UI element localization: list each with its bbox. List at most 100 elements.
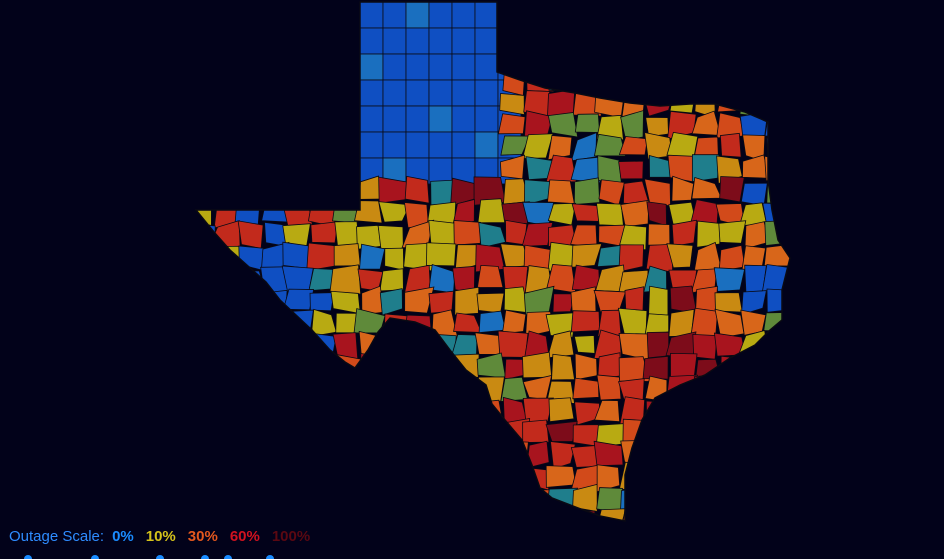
- county: [359, 53, 384, 81]
- county: [497, 113, 526, 135]
- county: [767, 419, 790, 445]
- county: [546, 330, 575, 359]
- county: [647, 223, 671, 246]
- county: [762, 511, 790, 521]
- county: [332, 198, 359, 224]
- county: [333, 243, 361, 267]
- county: [283, 439, 315, 471]
- county: [618, 136, 648, 156]
- county: [432, 485, 458, 512]
- county: [786, 88, 790, 117]
- county: [382, 53, 407, 81]
- county: [196, 287, 215, 310]
- county: [331, 487, 360, 512]
- county: [522, 133, 554, 160]
- county: [596, 202, 624, 227]
- county: [196, 264, 214, 291]
- county: [359, 79, 384, 107]
- county: [234, 353, 266, 381]
- county: [477, 198, 507, 224]
- county: [428, 79, 453, 107]
- county: [235, 373, 265, 400]
- county: [329, 264, 362, 295]
- county: [526, 467, 550, 491]
- county: [478, 418, 506, 446]
- county: [763, 88, 789, 116]
- county: [379, 268, 404, 292]
- county: [690, 510, 721, 521]
- county: [196, 442, 217, 466]
- county: [474, 27, 499, 55]
- county: [764, 441, 789, 468]
- county-grid: [196, 2, 818, 521]
- county: [789, 180, 790, 205]
- county: [402, 399, 434, 424]
- partial-dot: [266, 555, 274, 559]
- county: [359, 131, 384, 159]
- county: [764, 400, 790, 425]
- county: [476, 264, 504, 288]
- county: [449, 397, 482, 424]
- county: [449, 353, 480, 380]
- county: [641, 506, 670, 521]
- county: [310, 221, 339, 244]
- outage-scale-legend: Outage Scale: 0% 10% 30% 60% 100%: [9, 524, 322, 548]
- county: [716, 398, 745, 424]
- county: [665, 374, 698, 400]
- county: [309, 484, 336, 512]
- county: [763, 244, 790, 267]
- county: [329, 418, 361, 445]
- county: [689, 486, 719, 513]
- county: [426, 446, 457, 470]
- county: [522, 419, 550, 443]
- county: [216, 417, 239, 449]
- county: [237, 400, 265, 425]
- county: [283, 329, 313, 359]
- county: [305, 467, 336, 489]
- county: [453, 374, 481, 403]
- county: [572, 483, 598, 513]
- county: [384, 247, 405, 271]
- county: [788, 244, 790, 273]
- county: [451, 105, 476, 133]
- county: [282, 418, 315, 443]
- county: [330, 510, 361, 521]
- county: [766, 137, 789, 162]
- county: [499, 93, 525, 116]
- county: [405, 53, 430, 81]
- county: [618, 160, 644, 180]
- county: [671, 420, 697, 447]
- county: [405, 105, 430, 133]
- county: [353, 511, 385, 521]
- county: [216, 177, 238, 206]
- county: [645, 484, 668, 514]
- county: [237, 441, 266, 467]
- legend-step-30: 30%: [187, 527, 218, 545]
- county: [196, 461, 213, 493]
- county: [713, 67, 746, 96]
- county: [237, 285, 261, 314]
- county: [282, 354, 312, 383]
- county: [548, 397, 575, 423]
- county: [594, 399, 621, 423]
- county: [431, 309, 459, 338]
- county: [766, 288, 790, 313]
- county: [354, 487, 387, 509]
- county: [521, 222, 554, 247]
- county: [378, 201, 411, 223]
- county: [210, 264, 242, 294]
- county: [791, 268, 818, 293]
- partial-dot: [224, 555, 232, 559]
- county: [474, 2, 499, 29]
- county: [359, 353, 386, 381]
- county: [379, 288, 403, 316]
- county: [306, 242, 338, 272]
- county: [720, 355, 746, 383]
- county: [281, 465, 313, 491]
- county: [330, 290, 361, 315]
- county: [714, 292, 743, 313]
- county: [428, 2, 453, 29]
- county: [716, 441, 746, 470]
- county: [210, 465, 236, 488]
- county: [382, 417, 408, 448]
